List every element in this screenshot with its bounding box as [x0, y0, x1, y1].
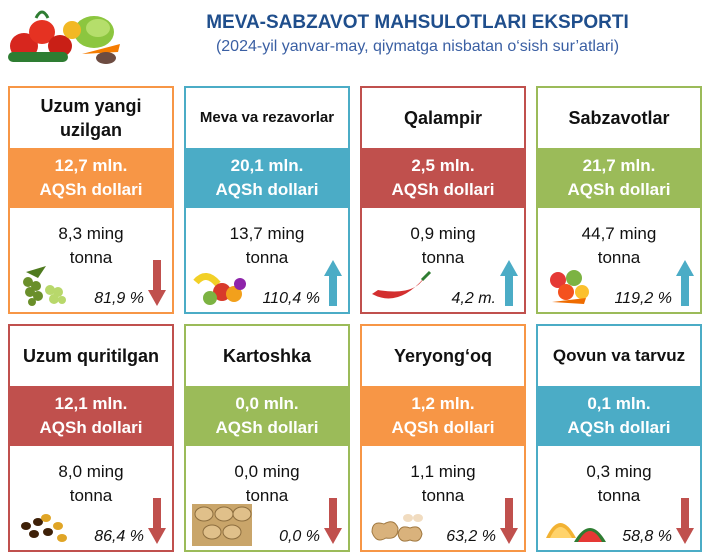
card-quantity: 13,7 ming tonna	[229, 224, 305, 267]
arrow-up-icon	[676, 260, 694, 306]
growth-rate: 4,2 m.	[451, 290, 496, 307]
growth-rate: 86,4 %	[94, 528, 144, 545]
growth-rate: 110,4 %	[262, 290, 320, 307]
grapes-icon	[23, 266, 66, 306]
card-title: Uzum quritilgan	[23, 346, 159, 366]
card-quantity: 44,7 ming tonna	[581, 224, 657, 267]
growth-rate: 119,2 %	[614, 290, 672, 307]
card-title: Qalampir	[403, 107, 483, 128]
vegetables-icon	[550, 270, 589, 304]
arrow-up-icon	[500, 260, 518, 306]
card-value: 1,2 mln. AQSh dollari	[362, 386, 524, 446]
chili-pepper-icon	[372, 270, 432, 299]
card-uzum-yangi: Uzum yangi uzilgan 12,7 mln. AQSh dollar…	[8, 86, 174, 314]
card-title: Kartoshka	[222, 345, 312, 366]
card-quantity: 8,3 ming tonna	[58, 224, 124, 267]
arrow-down-icon	[676, 498, 694, 544]
arrow-up-icon	[324, 260, 342, 306]
card-meva-rezavorlar: Meva va rezavorlar 20,1 mln. AQSh dollari…	[184, 86, 350, 314]
card-value: 0,1 mln. AQSh dollari	[538, 386, 700, 446]
card-quantity: 0,0 ming tonna	[234, 462, 300, 505]
card-kartoshka: Kartoshka 0,0 mln. AQSh dollari 0,0 ming t…	[184, 324, 350, 552]
raisins-icon	[21, 514, 67, 542]
arrow-down-icon	[500, 498, 518, 544]
melon-icon	[546, 523, 606, 542]
card-sabzavotlar: Sabzavotlar 21,7 mln. AQSh dollari 44,7 m…	[536, 86, 702, 314]
page-title: MEVA-SABZAVOT MAHSULOTLARI EKSPORTI	[206, 12, 629, 33]
arrow-down-icon	[148, 260, 166, 306]
fruit-basket-icon	[193, 273, 246, 305]
card-qalampir: Qalampir 2,5 mln. AQSh dollari 0,9 ming to…	[360, 86, 526, 314]
potatoes-icon	[192, 504, 252, 546]
card-quantity: 1,1 ming tonna	[410, 462, 476, 505]
growth-rate: 81,9 %	[94, 290, 144, 307]
card-uzum-quritilgan: Uzum quritilgan 12,1 mln. AQSh dollari 8,…	[8, 324, 174, 552]
card-title: Sabzavotlar	[568, 107, 670, 128]
growth-rate: 58,8 %	[622, 528, 672, 545]
card-value: 2,5 mln. AQSh dollari	[362, 148, 524, 208]
card-title: Qovun va tarvuz	[552, 346, 686, 365]
card-qovun-tarvuz: Qovun va tarvuz 0,1 mln. AQSh dollari 0,3…	[536, 324, 702, 552]
card-quantity: 8,0 ming tonna	[58, 462, 124, 505]
growth-rate: 63,2 %	[446, 528, 496, 545]
card-title: Uzum yangi uzilgan	[40, 96, 142, 140]
arrow-down-icon	[148, 498, 166, 544]
arrow-down-icon	[324, 498, 342, 544]
card-title: Yeryong‘oq	[393, 345, 492, 366]
card-value: 21,7 mln. AQSh dollari	[538, 148, 700, 208]
vegetables-logo-icon	[8, 10, 120, 64]
card-value: 12,1 mln. AQSh dollari	[10, 386, 172, 446]
card-title: Meva va rezavorlar	[199, 109, 335, 126]
card-value: 20,1 mln. AQSh dollari	[186, 148, 348, 208]
card-yeryongoq: Yeryong‘oq 1,2 mln. AQSh dollari 1,1 ming…	[360, 324, 526, 552]
card-quantity: 0,3 ming tonna	[586, 462, 652, 505]
card-quantity: 0,9 ming tonna	[410, 224, 476, 267]
growth-rate: 0,0 %	[279, 528, 320, 545]
card-value: 12,7 mln. AQSh dollari	[10, 148, 172, 208]
page-subtitle: (2024-yil yanvar-may, qiymatga nisbatan …	[215, 38, 620, 55]
card-value: 0,0 mln. AQSh dollari	[186, 386, 348, 446]
peanuts-icon	[371, 514, 423, 542]
